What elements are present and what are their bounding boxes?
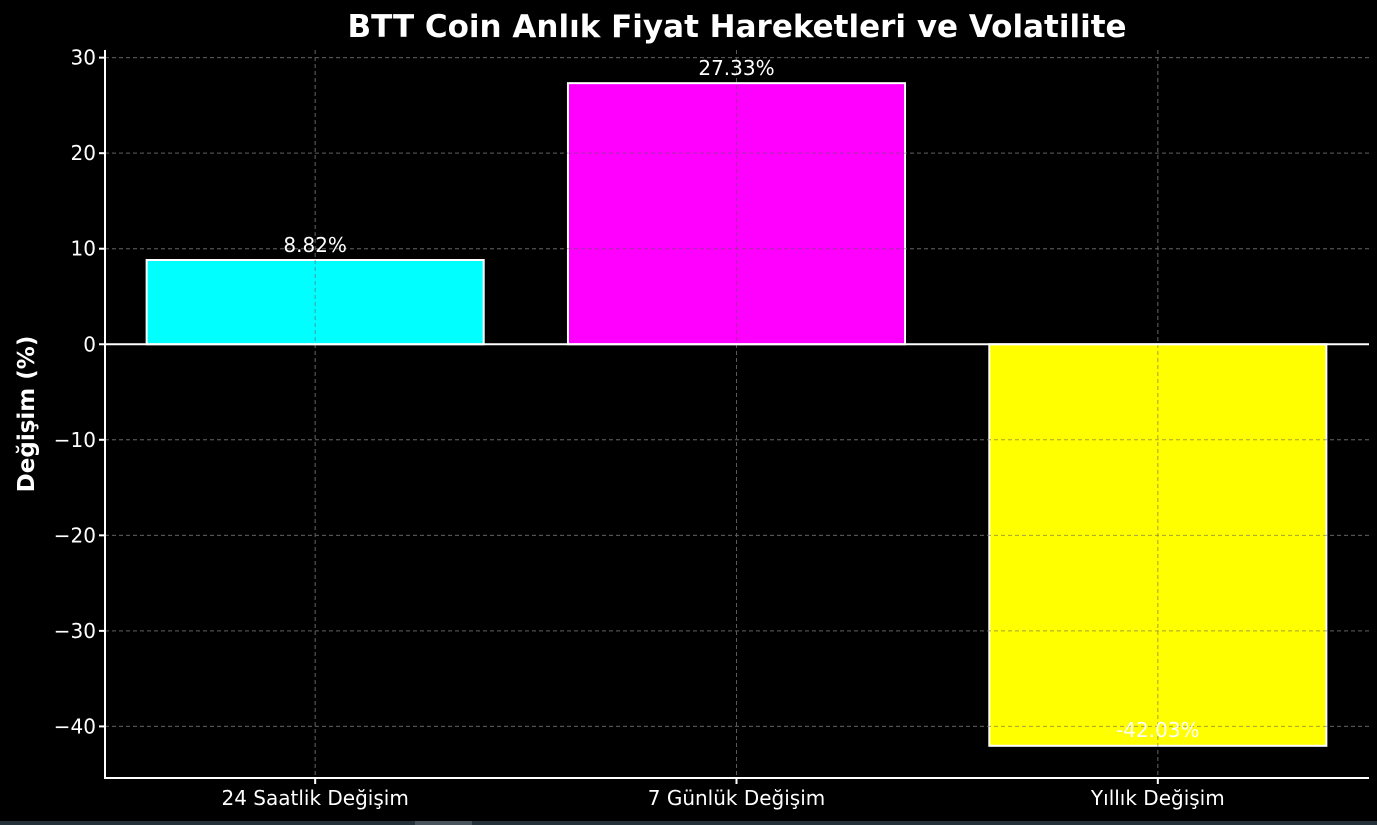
bar-value-label: 27.33% — [698, 56, 774, 80]
y-axis-label: Değişim (%) — [14, 336, 40, 493]
bar-value-label: -42.03% — [1116, 718, 1199, 742]
y-tick-label: −40 — [54, 714, 96, 738]
y-tick-label: 0 — [83, 332, 96, 356]
y-tick-label: −30 — [54, 619, 96, 643]
y-tick-label: −10 — [54, 428, 96, 452]
y-tick-label: −20 — [54, 523, 96, 547]
scrollbar-thumb[interactable] — [415, 821, 472, 825]
bar-2 — [988, 343, 1328, 747]
y-tick-label: 10 — [71, 237, 96, 261]
chart-title: BTT Coin Anlık Fiyat Hareketleri ve Vola… — [347, 9, 1126, 45]
x-tick-label: Yıllık Değişim — [1090, 786, 1225, 810]
bar-value-label: 8.82% — [283, 233, 347, 257]
window-bottom-bar — [0, 821, 1377, 825]
value-labels: 8.82% 27.33% -42.03% — [283, 56, 1199, 742]
x-tick-label: 7 Günlük Değişim — [648, 786, 826, 810]
axes: 30 20 10 0 −10 −20 −30 −40 24 Saatlik Değişim 7 G… — [54, 46, 1369, 810]
x-tick-label: 24 Saatlik Değişim — [222, 786, 409, 810]
y-tick-label: 30 — [71, 46, 96, 70]
y-tick-label: 20 — [71, 141, 96, 165]
